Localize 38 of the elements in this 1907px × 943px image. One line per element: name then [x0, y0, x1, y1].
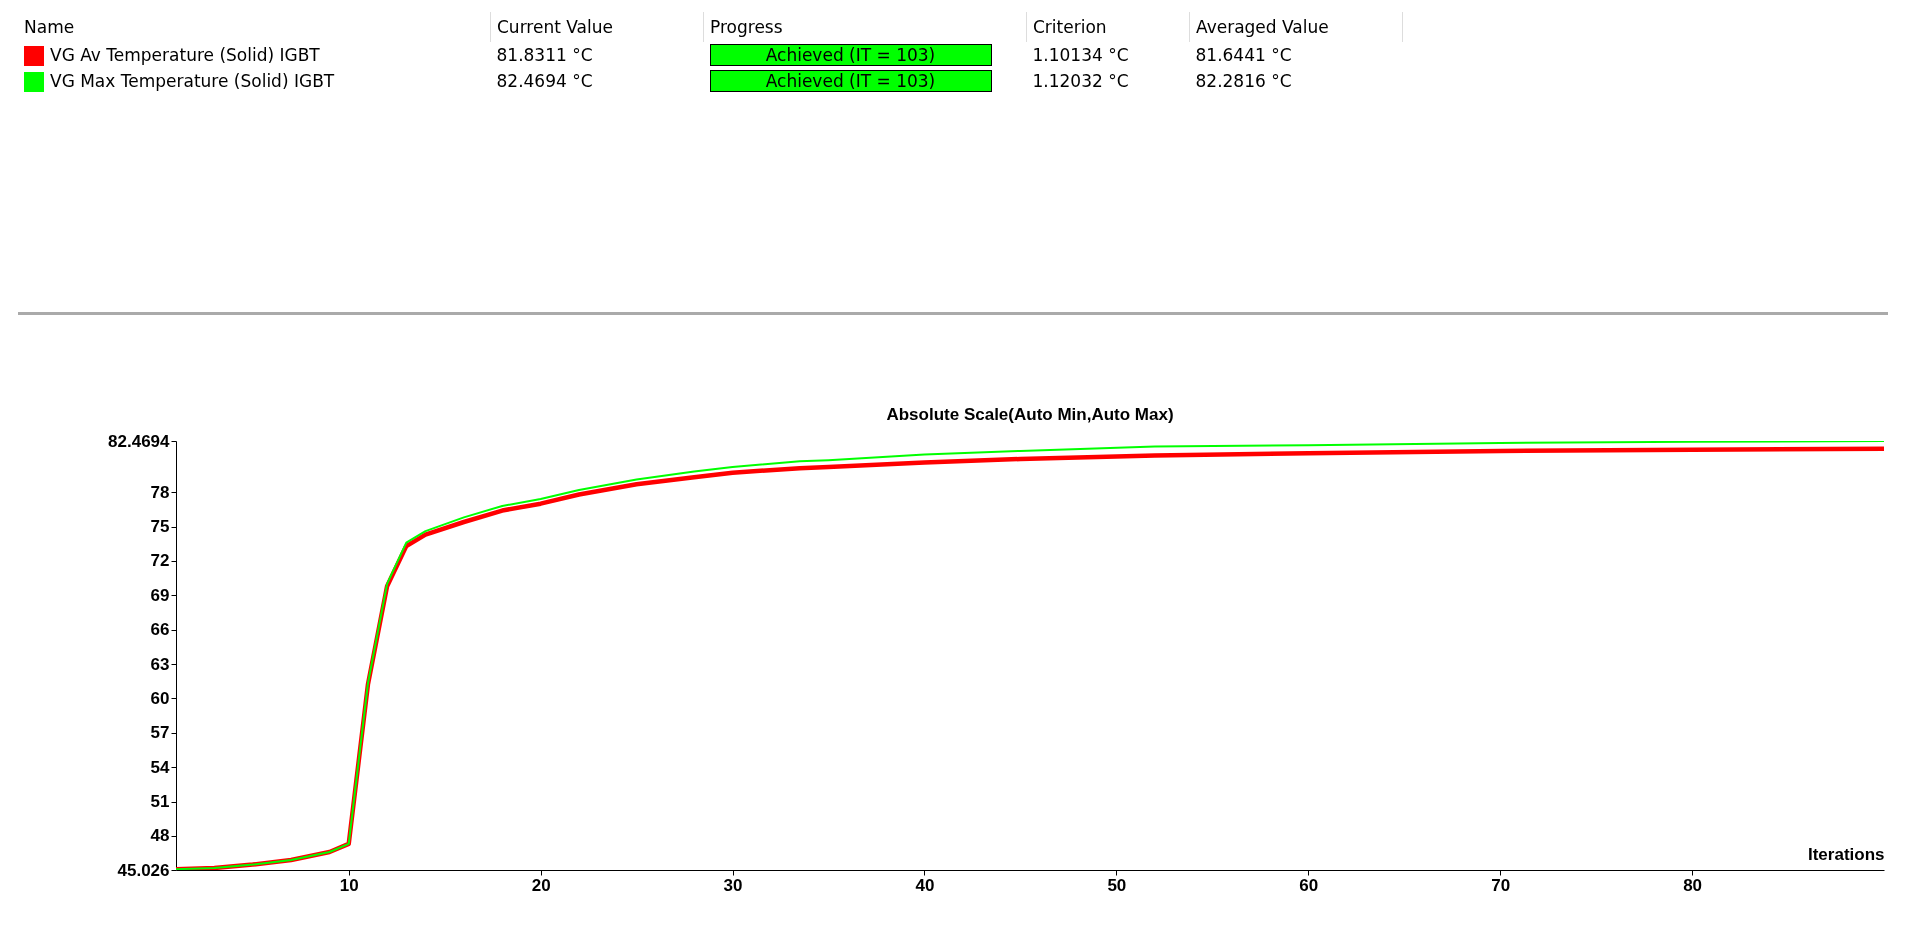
y-tick-label: 66	[150, 620, 170, 640]
x-tick-label: 20	[531, 875, 551, 895]
y-tick-label: 72	[150, 551, 170, 571]
text: 82.4694 °C	[495, 70, 594, 93]
y-tick-label: 69	[150, 585, 170, 605]
x-tick-label: 60	[1299, 875, 1319, 895]
text: Achieved (IT = 103)	[709, 70, 992, 92]
text: Name	[18, 12, 491, 42]
y-tick-label: 63	[150, 654, 170, 674]
text: 81.8311 °C	[495, 44, 594, 67]
y-tick-label: 48	[150, 826, 170, 846]
legend-label: VG Av Temperature (Solid) IGBT	[49, 43, 321, 67]
x-tick-label: 50	[1107, 875, 1127, 895]
text: Progress	[703, 12, 1027, 42]
text: 82.2816 °C	[1194, 70, 1293, 93]
text: 81.6441 °C	[1194, 44, 1293, 67]
x-tick-label: 30	[723, 875, 743, 895]
text: Averaged Value	[1189, 12, 1403, 42]
text: Current Value	[490, 12, 704, 42]
text: Achieved (IT = 103)	[709, 44, 992, 66]
x-tick-label: 10	[339, 875, 359, 895]
y-tick-label: 60	[150, 688, 170, 708]
y-tick-label: 75	[150, 517, 170, 537]
legend-label: VG Max Temperature (Solid) IGBT	[49, 69, 336, 93]
x-tick-label: 80	[1683, 875, 1703, 895]
text: 1.10134 °C	[1031, 44, 1130, 67]
chart-title: Absolute Scale(Auto Min,Auto Max)	[886, 405, 1174, 424]
x-tick-label: 40	[915, 875, 935, 895]
y-tick-label: 54	[150, 757, 171, 777]
y-tick-label: 78	[150, 482, 170, 502]
text: Criterion	[1026, 12, 1190, 42]
y-tick-label: 45.026	[117, 860, 170, 880]
y-tick-label: 57	[150, 723, 170, 743]
x-axis-title: Iterations	[1807, 844, 1885, 864]
x-tick-label: 70	[1491, 875, 1511, 895]
y-tick-label: 51	[150, 792, 170, 812]
text: 1.12032 °C	[1031, 70, 1130, 93]
y-tick-label: 82.4694	[108, 431, 171, 451]
